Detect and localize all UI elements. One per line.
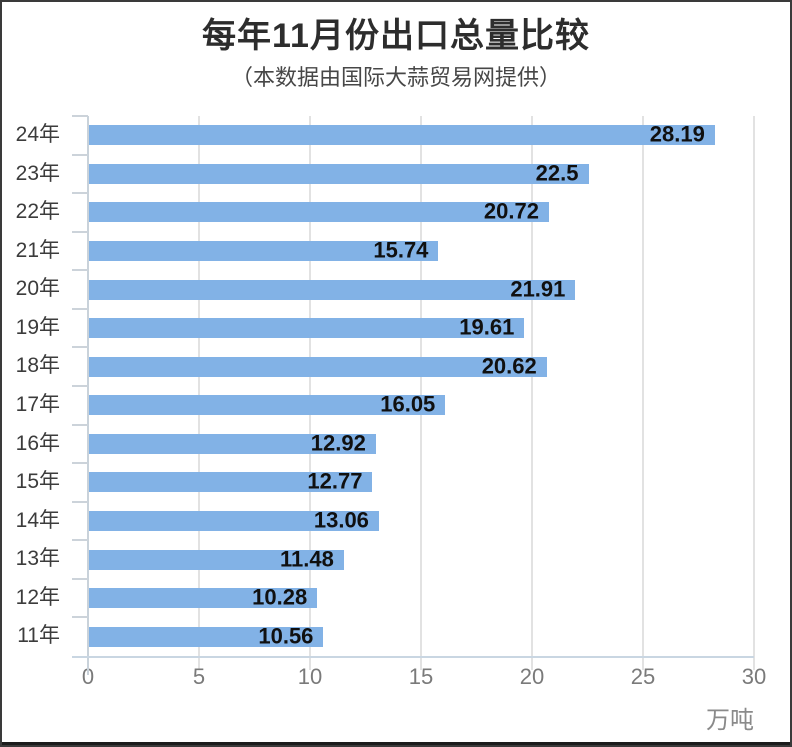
x-tick-label-20: 20 [519,664,545,689]
bar-value-label: 15.74 [373,237,429,263]
category-label: 19年 [15,315,60,339]
bar-value-label: 19.61 [459,314,515,340]
bar: 20.72 [89,198,549,224]
bar-value-label: 12.92 [310,430,366,456]
bar-value-label: 13.06 [313,507,369,533]
y-axis-tick [72,539,88,542]
bar-value-label: 10.56 [258,623,314,649]
bar: 12.92 [89,430,376,455]
category-label: 24年 [15,123,60,146]
bar: 15.74 [89,237,439,262]
category-label: 18年 [15,354,60,378]
y-axis-line [87,116,89,675]
y-axis-tick [72,423,88,426]
category-label: 20年 [15,277,60,301]
category-label: 15年 [15,470,60,494]
y-axis-tick [72,192,88,195]
bar: 11.48 [89,546,344,571]
category-label: 11年 [17,624,60,648]
bar-value-label: 22.5 [535,160,579,186]
category-label: 14年 [15,508,60,532]
y-axis-tick [72,616,88,619]
x-axis-baseline [72,656,754,658]
bar-value-label: 16.05 [380,391,436,417]
y-axis-tick [72,462,88,465]
bar: 10.56 [89,623,324,648]
x-tick-label-15: 15 [408,664,434,689]
gridline-x-10 [309,116,311,670]
gridline-x-20 [531,116,533,670]
x-axis-unit-label: 万吨 [706,707,754,734]
category-label: 17年 [15,393,60,416]
bar: 13.06 [89,507,379,532]
bar-value-label: 10.28 [252,584,308,610]
category-label: 12年 [15,585,60,609]
category-label: 23年 [15,161,60,185]
bar-value-label: 20.72 [483,198,539,224]
bar-value-label: 12.77 [307,468,363,494]
category-label: 16年 [15,431,60,455]
y-axis-tick [72,153,88,156]
bar: 10.28 [89,584,318,610]
bar-value-label: 28.19 [649,121,705,147]
bar: 16.05 [89,391,446,417]
bar-value-label: 20.62 [481,353,537,379]
bar-value-label: 11.48 [280,546,334,572]
y-axis-tick [72,269,88,272]
gridline-x-25 [642,116,644,670]
bar: 20.62 [89,353,547,378]
chart-subtitle: （本数据由国际大蒜贸易网提供） [230,65,561,90]
category-label: 13年 [15,547,60,571]
y-axis-tick [72,115,88,117]
bar-value-label: 21.91 [510,276,566,302]
y-axis-tick [72,385,88,387]
category-label: 22年 [15,200,60,224]
y-axis-tick [72,307,88,310]
y-axis-tick [72,577,88,580]
x-tick-label-10: 10 [297,664,323,689]
bar: 28.19 [89,121,715,147]
x-tick-label-5: 5 [192,664,206,689]
bar: 21.91 [89,276,576,301]
gridline-x-5 [198,116,200,670]
chart-title: 每年11月份出口总量比较 [202,17,590,55]
bar: 19.61 [89,314,525,340]
gridline-x-15 [420,116,422,670]
bar: 12.77 [89,468,373,494]
category-label: 21年 [15,238,60,262]
x-tick-label-0: 0 [81,664,95,689]
y-axis-tick [72,230,88,233]
gridline-x-30 [753,116,755,670]
bar: 22.5 [89,160,589,185]
y-axis-tick [72,346,88,349]
y-axis-tick [72,500,88,503]
x-tick-label-25: 25 [630,664,656,689]
x-tick-label-30: 30 [741,664,767,689]
